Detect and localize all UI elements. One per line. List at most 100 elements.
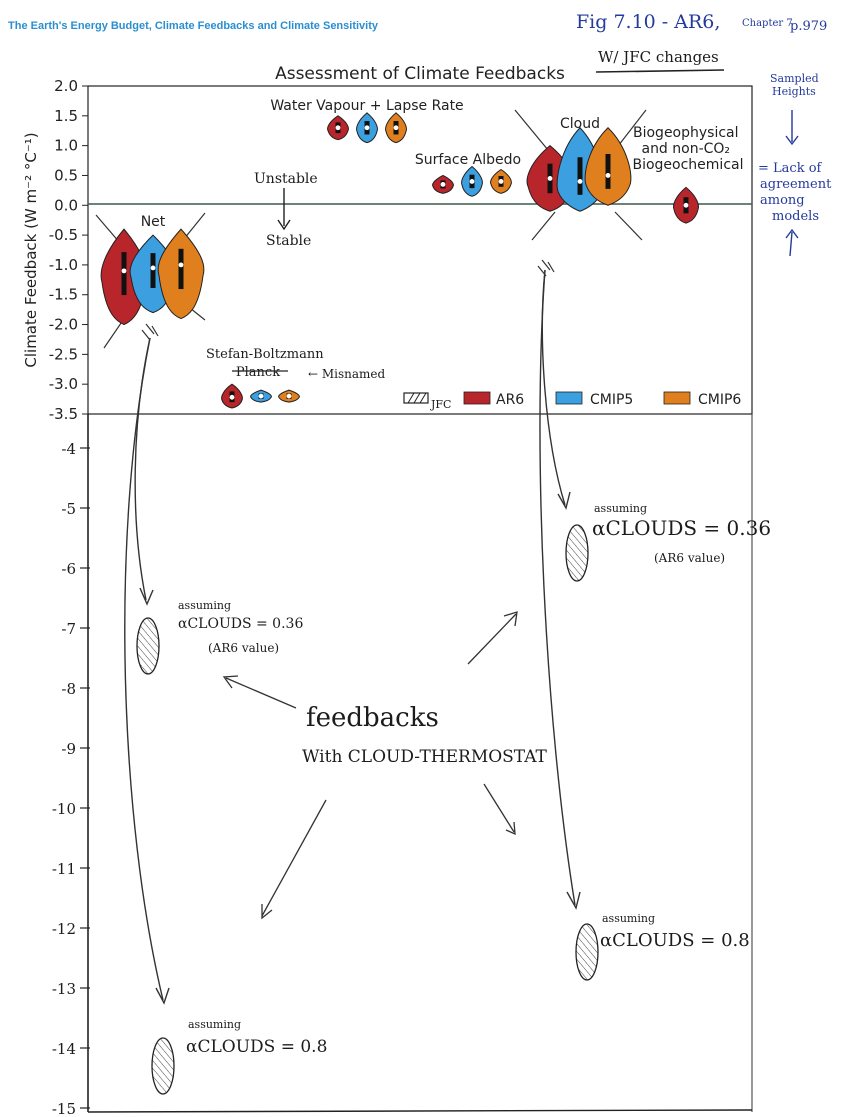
legend-jfc-swatch (403, 392, 429, 404)
y-tick-label-hand: -6 (61, 560, 76, 578)
stefan-boltzmann-note: Stefan-Boltzmann (206, 347, 324, 362)
feedback-arrow-left (222, 675, 297, 709)
y-tick-label-hand: -13 (52, 980, 76, 998)
legend-cmip6-swatch (663, 391, 691, 405)
estimate-ellipse-cloud-08 (575, 923, 599, 981)
violin-3-ar6-median (440, 182, 446, 187)
estimate-ellipse-net-036 (136, 617, 160, 675)
violin-5-ar6-median (683, 202, 689, 208)
violin-1-cmip5-median (258, 393, 264, 399)
y-tick-label: 0.5 (54, 166, 78, 184)
thermostat-note: With CLOUD-THERMOSTAT (302, 747, 548, 767)
legend-cmip6-label: CMIP6 (698, 392, 741, 408)
legend-cmip5-swatch (555, 391, 583, 405)
note-underline (595, 69, 725, 73)
y-tick-label-hand: -7 (61, 620, 76, 638)
misnamed-note: ← Misnamed (308, 367, 386, 381)
violin-2-ar6-median (335, 125, 341, 131)
assumption-net-036-alpha: αCLOUDS = 0.36 (178, 616, 303, 632)
violin-1-cmip6-median (286, 393, 292, 399)
estimate-ellipse-net-08 (151, 1037, 175, 1095)
legend-ar6-swatch (463, 391, 491, 405)
violin-0-cmip6-median (178, 262, 184, 268)
violin-0-cmip5-median (150, 265, 156, 271)
sampled-arrow-head (785, 135, 799, 146)
y-tick-label: 0.0 (54, 196, 78, 214)
assumption-cloud-036-ar6: (AR6 value) (654, 551, 725, 565)
label-planck: Planck (236, 365, 280, 380)
y-tick-label-hand: -5 (61, 500, 76, 518)
unstable-label: Unstable (254, 171, 318, 187)
violin-2-cmip5-median (364, 125, 370, 131)
cloud-arrow-08 (539, 269, 576, 906)
y-tick-label-hand: -4 (61, 440, 76, 458)
violin-4-ar6-median (547, 176, 553, 181)
legend-ar6-label: AR6 (496, 392, 524, 408)
feedback-arrow-up (467, 611, 518, 665)
assumption-cloud-036-assuming: assuming (594, 502, 647, 515)
y-axis-label: Climate Feedback (W m⁻² °C⁻¹) (22, 132, 40, 367)
feedback-arrow-down-right (483, 783, 516, 836)
label-surface-albedo: Surface Albedo (415, 152, 521, 168)
y-tick-label-hand: -15 (52, 1100, 76, 1117)
estimate-layer (136, 524, 599, 1095)
feedback-arrow-down-left (261, 799, 327, 920)
assumption-cloud-036-alpha: αCLOUDS = 0.36 (592, 516, 771, 540)
y-tick-label: -2.5 (49, 345, 78, 363)
label-net: Net (141, 214, 166, 230)
y-tick-label: -1.0 (49, 256, 78, 274)
net-arrow-feathers (141, 323, 159, 341)
feedbacks-note: feedbacks (306, 703, 439, 733)
regime-arrow-head (277, 219, 291, 231)
label-cloud: Cloud (560, 116, 600, 132)
y-tick-label: -0.5 (49, 226, 78, 244)
assumption-net-08-assuming: assuming (188, 1018, 241, 1031)
chart-title: Assessment of Climate Feedbacks (275, 64, 565, 84)
violin-0-ar6-median (121, 268, 127, 274)
y-tick-label-hand: -12 (52, 920, 76, 938)
cloud-arrow-08-head (566, 891, 581, 910)
legend: JFC AR6 CMIP5 CMIP6 (403, 391, 741, 411)
note-fig-ref: Fig 7.10 - AR6, (576, 11, 720, 33)
violin-4-cmip6-median (605, 173, 611, 178)
y-tick-label: 1.5 (54, 107, 78, 125)
y-tick-label-hand: -9 (61, 740, 76, 758)
violin-1-ar6-median (229, 394, 235, 400)
violin-2-cmip6-median (393, 125, 399, 131)
cloud-arrow-036 (541, 269, 566, 506)
lack-agreement-note: = Lack of agreement among models (758, 161, 832, 224)
note-changes: W/ JFC changes (598, 48, 719, 66)
y-tick-label-hand: -11 (52, 860, 76, 878)
y-tick-label: -3.0 (49, 375, 78, 393)
estimate-ellipse-cloud-036 (565, 524, 589, 582)
assumption-net-036-ar6: (AR6 value) (208, 641, 279, 655)
assumption-net-036-assuming: assuming (178, 599, 231, 612)
y-tick-label: -2.0 (49, 316, 78, 334)
y-axis-ticks: 2.0 1.5 1.0 0.5 0.0 -0.5 -1.0 -1.5 -2.0 -2.5 -3.0 -… (49, 77, 90, 1117)
net-arrow-08 (124, 337, 164, 1001)
legend-jfc-label: JFC (430, 398, 451, 411)
net-arrow-036-head (139, 587, 154, 606)
violin-3-cmip5-median (469, 179, 475, 184)
note-chapter: Chapter 7 (742, 18, 793, 29)
y-tick-label-hand: -8 (61, 680, 76, 698)
stable-label: Stable (266, 233, 311, 249)
assumption-net-08-alpha: αCLOUDS = 0.8 (186, 1037, 327, 1057)
sampled-heights-note: Sampled Heights (770, 72, 819, 98)
extension-bottom-edge (87, 1109, 753, 1113)
note-page: p.979 (790, 19, 827, 34)
y-tick-label: -3.5 (49, 405, 78, 423)
net-arrow-08-head (155, 987, 170, 1005)
cloud-arrow-036-head (557, 491, 571, 510)
violin-3-cmip6-median (498, 179, 504, 184)
book-title: The Earth's Energy Budget, Climate Feedb… (8, 20, 379, 32)
violin-0-cmip5-box (150, 253, 156, 289)
cloud-funnel-lines (514, 109, 647, 241)
y-tick-label-hand: -10 (52, 800, 76, 818)
net-funnel-lines (95, 212, 206, 349)
assumption-cloud-08-assuming: assuming (602, 912, 655, 925)
lack-agreement-arrow (785, 228, 799, 257)
y-tick-label-hand: -14 (52, 1040, 76, 1058)
y-tick-label: 2.0 (54, 77, 78, 95)
violin-layer (100, 112, 699, 409)
